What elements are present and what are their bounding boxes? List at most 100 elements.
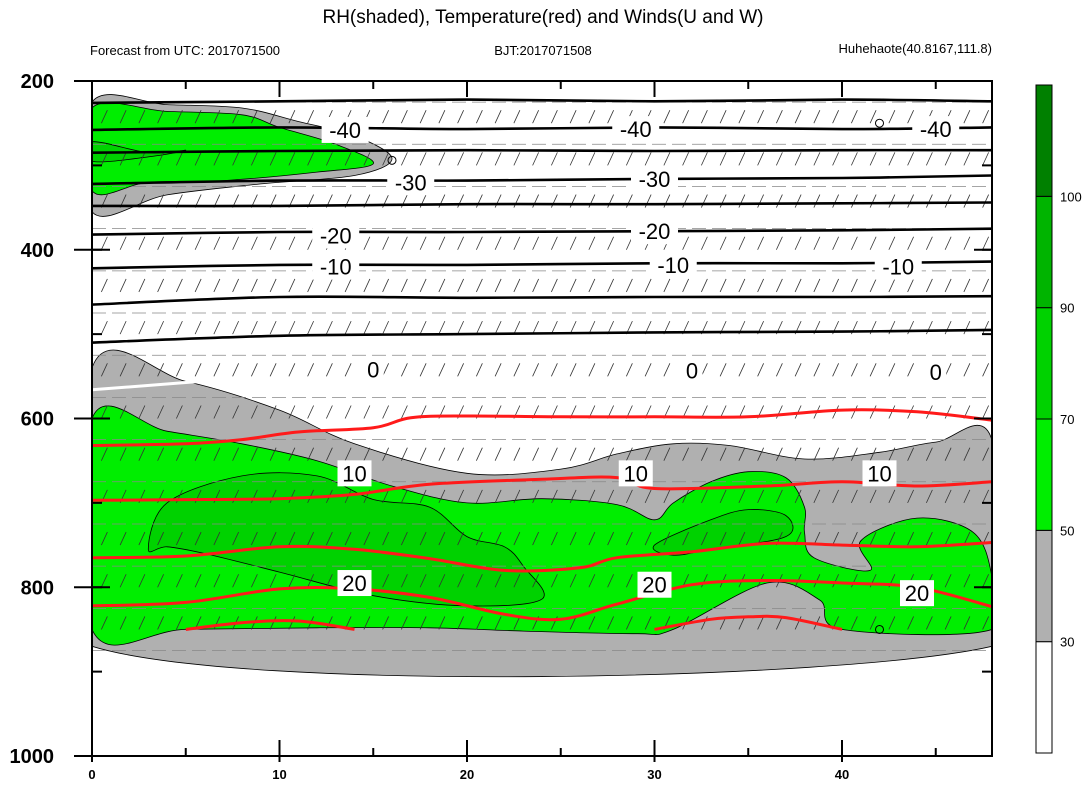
wind-barb	[569, 236, 577, 250]
wind-barb	[607, 110, 614, 124]
wind-barb	[344, 320, 352, 335]
wind-barb	[382, 447, 389, 461]
wind-barb	[851, 363, 858, 377]
wind-barb	[269, 278, 277, 293]
wind-barb	[719, 447, 727, 461]
wind-barb	[832, 278, 839, 293]
wind-barb	[926, 531, 933, 546]
wind-barb	[382, 616, 389, 630]
wind-barb	[476, 236, 483, 250]
wind-barb	[419, 574, 427, 588]
wind-barb	[176, 616, 183, 630]
wind-barb	[269, 363, 277, 377]
wind-barb	[288, 320, 296, 335]
wind-barb	[382, 405, 389, 419]
temperature-line-0	[92, 98, 992, 105]
wind-barb	[513, 363, 521, 377]
x-tick-label: 30	[647, 767, 661, 782]
wind-barb	[757, 447, 764, 461]
y-tick-label: 200	[21, 71, 54, 93]
wind-barb	[269, 574, 277, 588]
wind-barb	[701, 531, 708, 546]
wind-barb	[194, 531, 202, 546]
wind-barb	[851, 447, 858, 461]
wind-barb	[569, 152, 577, 166]
wind-barb	[101, 236, 108, 250]
wind-barb	[907, 363, 914, 377]
wind-barb	[944, 320, 952, 335]
wind-barb	[307, 531, 314, 546]
wind-barb	[513, 152, 521, 166]
wind-barb	[944, 574, 952, 588]
wind-barb	[307, 278, 314, 293]
wind-barb	[326, 278, 333, 293]
wind-barb	[794, 278, 802, 293]
temperature-line-13	[185, 619, 355, 631]
forecast-subtitle: Forecast from UTC: 2017071500	[90, 43, 280, 58]
temperature-line-9	[92, 408, 992, 447]
wind-barb	[626, 278, 633, 293]
bjt-subtitle: BJT:2017071508	[494, 43, 592, 58]
wind-barb	[138, 363, 146, 377]
wind-barb	[888, 489, 896, 504]
wind-barb	[738, 110, 746, 124]
wind-barb	[119, 236, 127, 250]
chart-title: RH(shaded), Temperature(red) and Winds(U…	[322, 7, 763, 28]
wind-barb	[813, 489, 821, 504]
wind-barb	[232, 405, 239, 419]
wind-barb	[363, 531, 371, 546]
temperature-line-14	[654, 614, 843, 631]
wind-barb	[813, 152, 821, 166]
wind-barb	[757, 616, 764, 630]
wind-barb	[138, 152, 146, 166]
wind-barb	[532, 194, 539, 208]
wind-barb	[944, 152, 952, 166]
wind-barb	[101, 363, 108, 377]
wind-barb	[551, 194, 558, 208]
wind-barb	[232, 110, 239, 124]
wind-barb	[457, 110, 464, 124]
wind-barb	[869, 363, 877, 377]
wind-barb	[757, 110, 764, 124]
wind-barb	[794, 194, 802, 208]
x-tick-label: 40	[835, 767, 849, 782]
wind-barb	[119, 278, 127, 293]
wind-barb	[869, 447, 877, 461]
wind-barb	[513, 278, 521, 293]
temperature-line-5	[92, 227, 992, 236]
wind-barb	[269, 405, 277, 419]
wind-barb	[326, 616, 333, 630]
wind-barb	[776, 110, 783, 124]
wind-barb	[607, 574, 614, 588]
wind-barb	[551, 152, 558, 166]
contour-label-9: -10	[882, 255, 914, 280]
wind-barb	[794, 363, 802, 377]
wind-barb	[851, 194, 858, 208]
wind-barb	[419, 110, 427, 124]
wind-barb	[176, 152, 183, 166]
wind-barb	[138, 574, 146, 588]
wind-barb	[494, 447, 502, 461]
temperature-line-3	[92, 174, 992, 186]
temperature-line-7	[92, 294, 992, 306]
wind-barb	[626, 194, 633, 208]
zero-isotherm-segment	[92, 377, 233, 392]
wind-barb	[832, 489, 839, 504]
wind-barb	[438, 236, 446, 250]
wind-barb	[457, 489, 464, 504]
wind-barb	[851, 616, 858, 630]
wind-barb	[869, 278, 877, 293]
wind-barb	[326, 531, 333, 546]
wind-barb	[494, 278, 502, 293]
wind-barb	[194, 236, 202, 250]
colorbar-segment	[1035, 307, 1053, 420]
wind-barb	[307, 152, 314, 166]
wind-barb	[101, 405, 108, 419]
wind-barb	[419, 363, 427, 377]
wind-barb	[663, 531, 671, 546]
wind-barb	[401, 320, 408, 335]
wind-barb	[532, 574, 539, 588]
wind-barb	[457, 320, 464, 335]
wind-barb	[551, 489, 558, 504]
rh-region-green-3	[92, 405, 992, 646]
